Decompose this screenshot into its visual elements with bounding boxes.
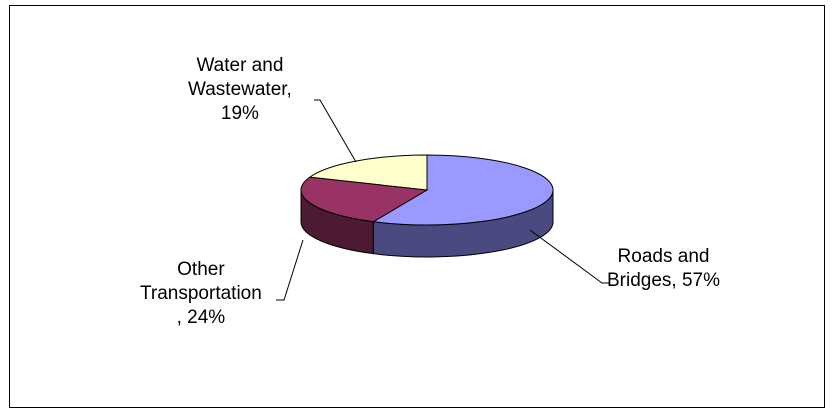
slice-label-other-transportation: Other Transportation , 24% bbox=[140, 259, 262, 328]
leader-line-other-transportation bbox=[276, 239, 304, 301]
pie-slice-other-transportation bbox=[300, 176, 429, 223]
slice-label-water-and-wastewater: Water and Wastewater, 19% bbox=[188, 55, 292, 124]
pie-slice-water-and-wastewater bbox=[308, 154, 428, 191]
pie-slice-roads-and-bridges bbox=[371, 154, 554, 226]
slice-label-roads-and-bridges: Roads and Bridges, 57% bbox=[607, 246, 721, 291]
leader-line-water-and-wastewater bbox=[314, 99, 357, 163]
leader-line-roads-and-bridges bbox=[529, 229, 610, 284]
